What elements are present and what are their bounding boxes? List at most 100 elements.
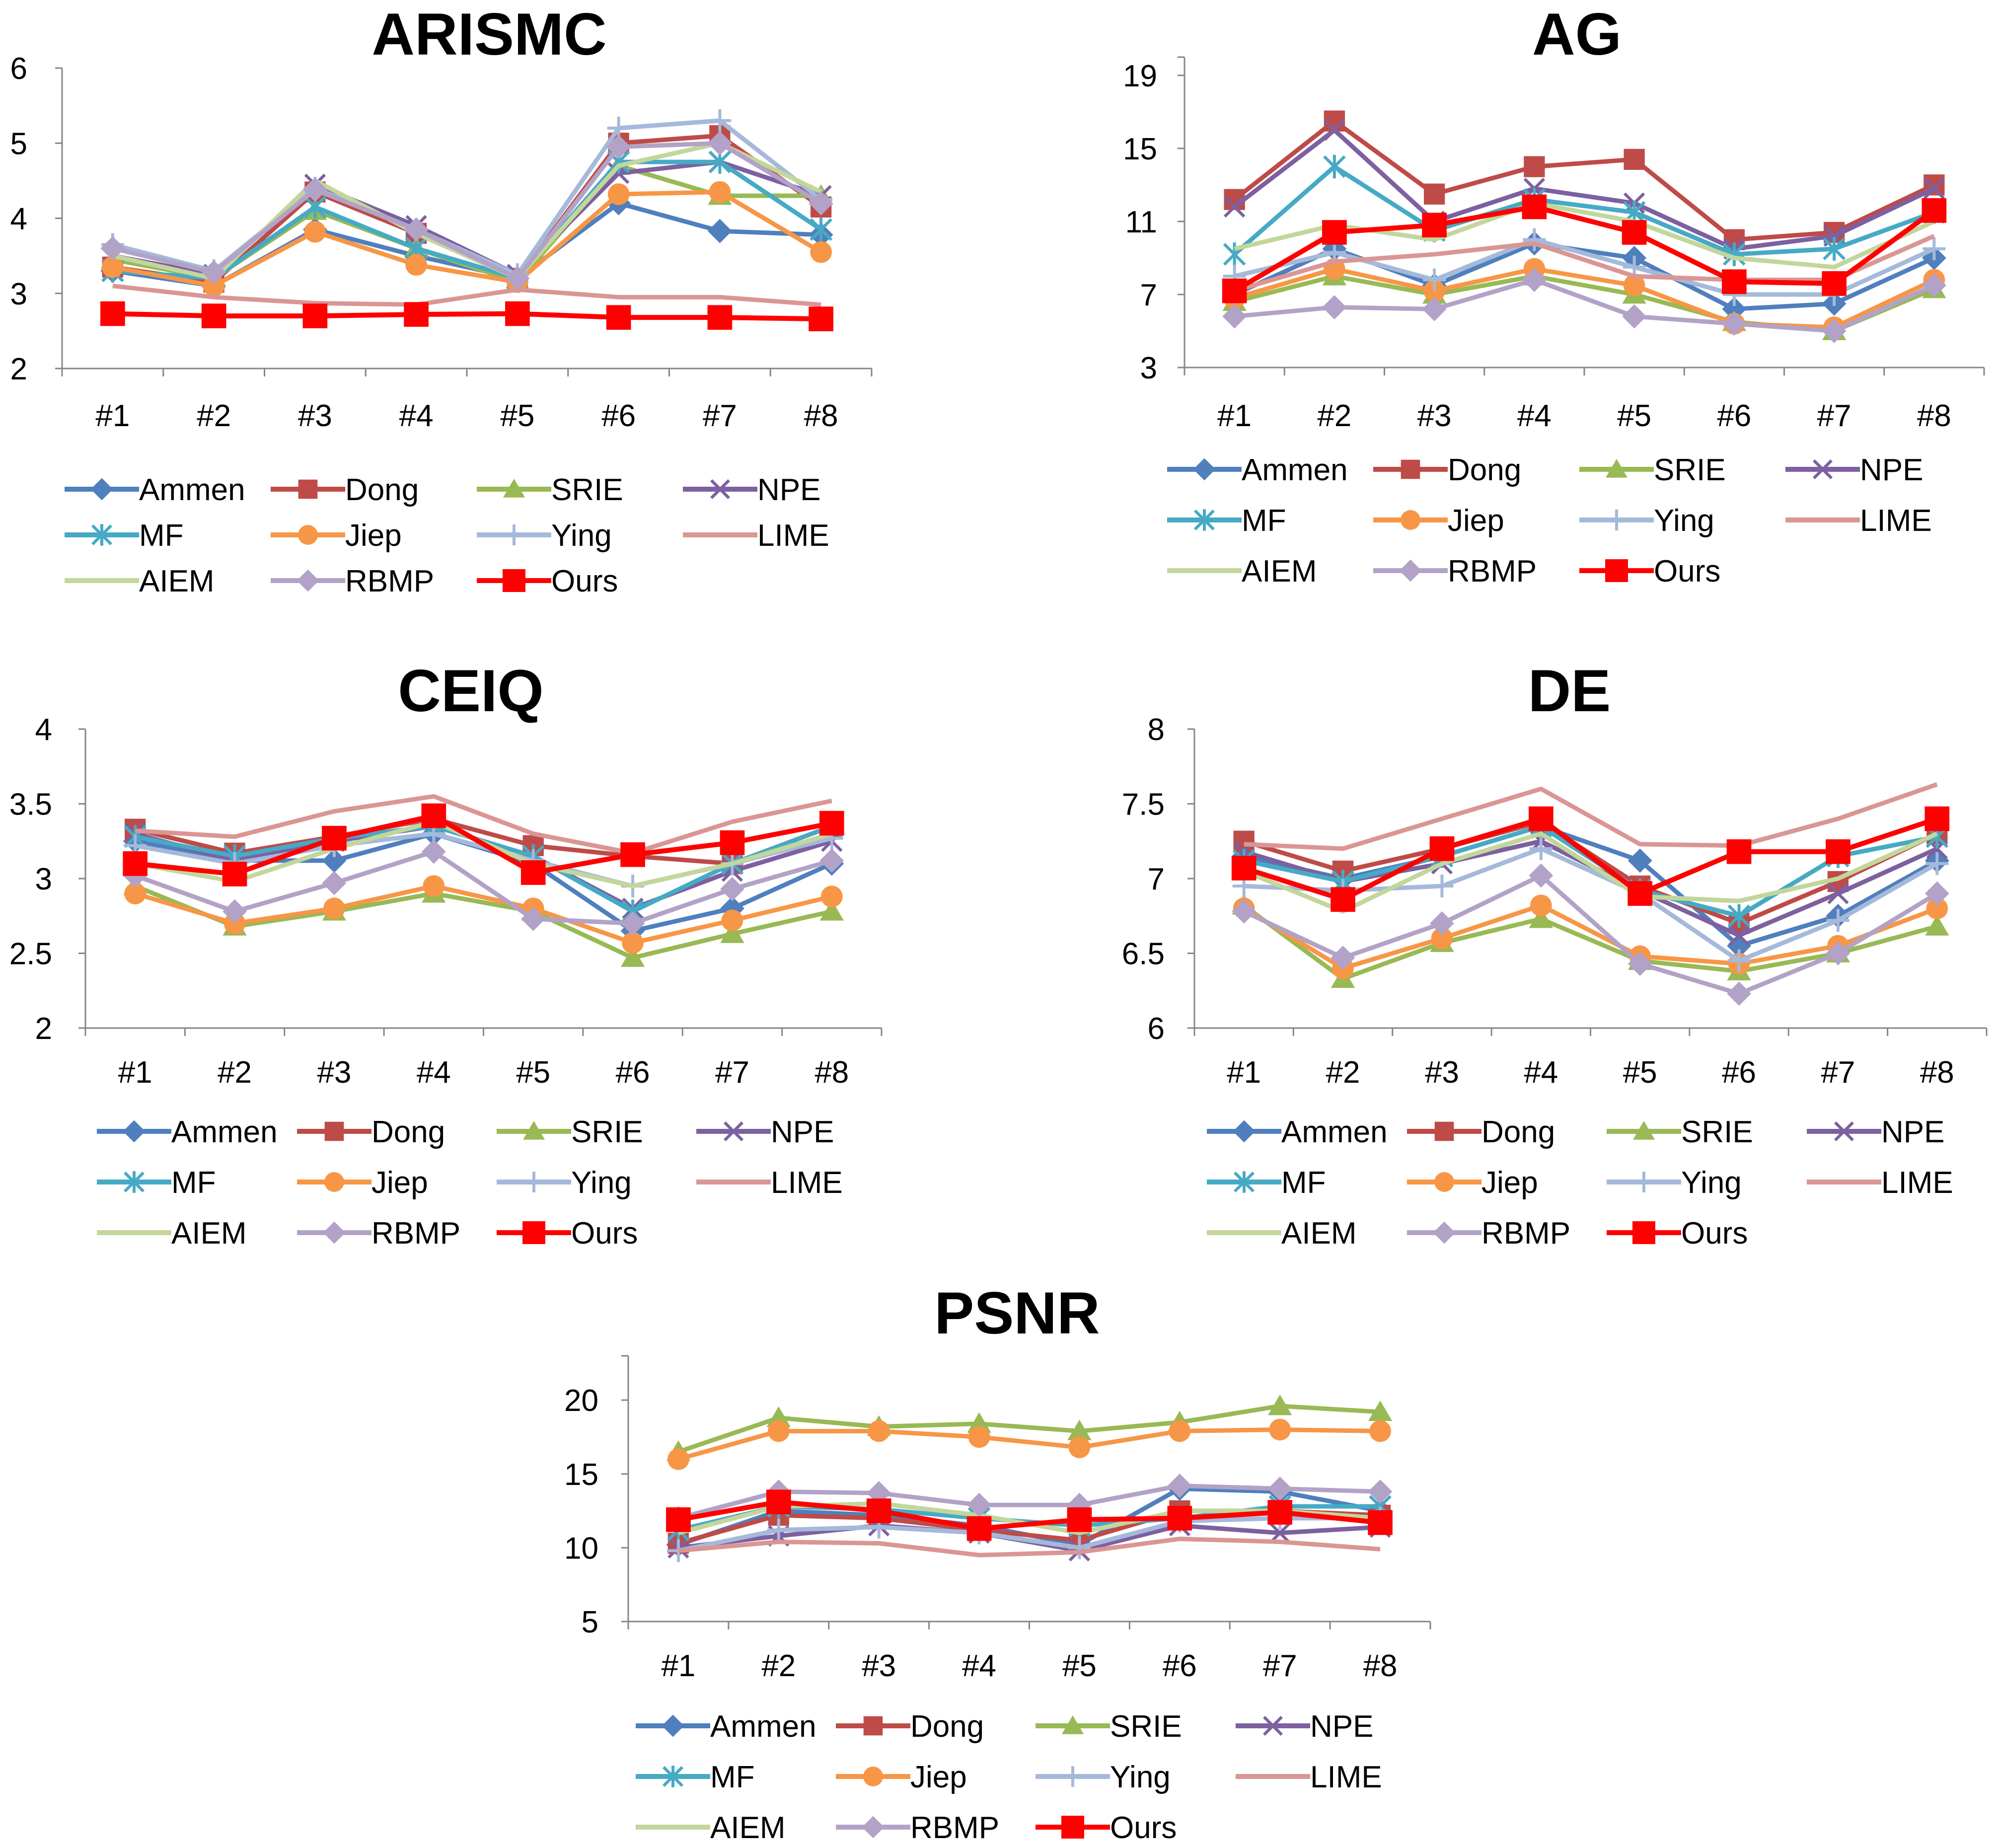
y-tick-label: 11 [1125, 205, 1157, 239]
data-point-rbmp [1322, 295, 1347, 320]
legend-label: Ours [551, 564, 618, 598]
series-line-ours [112, 311, 821, 322]
y-tick-label: 19 [1123, 59, 1157, 93]
series-line-srie [134, 884, 832, 961]
legend-label: Dong [371, 1115, 445, 1149]
data-point-jiep [1530, 894, 1552, 917]
data-point-jiep [1926, 897, 1948, 920]
y-tick-label: 3 [1140, 351, 1157, 385]
legend-marker [91, 524, 113, 546]
data-point-jiep [203, 275, 225, 297]
legend-label: Ours [571, 1216, 638, 1251]
legend-label: NPE [771, 1115, 834, 1149]
legend-marker [324, 1172, 344, 1192]
legend-label: MF [171, 1166, 216, 1200]
x-tick-label: #6 [601, 399, 636, 433]
legend-item-rbmp: RBMP [1407, 1216, 1570, 1251]
series-line-mf [112, 159, 822, 281]
data-point-ying [1068, 1536, 1091, 1559]
data-point-jiep [1431, 927, 1453, 950]
data-point-ours [1429, 836, 1455, 861]
legend-item-ammen: Ammen [636, 1709, 816, 1744]
data-point-jiep [304, 221, 326, 243]
data-point-rbmp [1922, 273, 1946, 297]
y-tick-label: 4 [35, 713, 52, 747]
legend: Ammen Dong SRIE NPE MF Jiep Ying LIME AIEM RBMP Ou… [65, 473, 829, 598]
data-point-rbmp [1622, 304, 1647, 329]
series-dong [1224, 110, 1945, 250]
legend-item-lime: LIME [1236, 1760, 1382, 1794]
series-line-rbmp [1243, 873, 1938, 996]
data-point-mf [1727, 904, 1751, 928]
data-point-rbmp [1167, 1474, 1192, 1498]
data-point-ours [1067, 1507, 1092, 1532]
x-tick-label: #5 [1062, 1649, 1097, 1683]
legend-label: MF [710, 1760, 755, 1794]
data-point-jiep [423, 875, 445, 897]
legend-marker [1061, 1715, 1084, 1734]
y-tick-label: 5 [582, 1605, 598, 1639]
legend-label: SRIE [1654, 453, 1726, 487]
legend-label: SRIE [551, 473, 623, 507]
legend-label: MF [1281, 1166, 1326, 1200]
data-point-ying [1925, 852, 1949, 875]
series-rbmp [100, 131, 833, 291]
series-line-jiep [112, 190, 822, 289]
data-point-rbmp [222, 899, 247, 924]
legend-item-ammen: Ammen [97, 1115, 278, 1149]
legend-marker [1193, 509, 1215, 531]
legend-item-jiep: Jiep [836, 1760, 967, 1794]
data-point-ours [100, 301, 125, 326]
y-tick-label: 4 [10, 202, 27, 236]
x-tick-label: #3 [1425, 1055, 1459, 1090]
x-tick-label: #7 [715, 1055, 749, 1090]
series-line-rbmp [134, 849, 833, 926]
x-tick-label: #5 [1617, 399, 1651, 433]
legend-label: Dong [1448, 453, 1521, 487]
data-point-rbmp [1822, 319, 1847, 343]
x-tick-label: #1 [661, 1649, 695, 1683]
x-tick-label: #7 [1821, 1055, 1855, 1090]
legend-label: Jiep [1448, 504, 1504, 538]
legend-item-aiem: AIEM [1167, 554, 1317, 589]
series-line-ours [1233, 204, 1936, 293]
legend-label: AIEM [710, 1811, 786, 1845]
data-point-dong [1233, 830, 1255, 852]
data-point-rbmp [707, 131, 732, 155]
data-point-rbmp [809, 191, 833, 216]
series-line-ying [678, 1516, 1381, 1553]
data-point-ours [201, 303, 226, 328]
x-tick-label: #4 [1524, 1055, 1558, 1090]
legend-marker [1062, 1766, 1083, 1787]
data-point-rbmp [505, 266, 530, 291]
data-point-ours [1726, 839, 1752, 864]
series-lime [112, 284, 821, 307]
data-point-srie [1529, 907, 1553, 928]
legend-label: SRIE [1110, 1709, 1182, 1744]
legend-item-npe: NPE [1785, 453, 1923, 487]
data-point-rbmp [1627, 952, 1652, 976]
data-point-rbmp [1232, 899, 1257, 924]
legend-marker [1605, 559, 1628, 582]
legend-label: Jiep [371, 1166, 428, 1200]
legend-item-jiep: Jiep [271, 518, 402, 553]
data-point-jiep [622, 932, 644, 954]
legend: Ammen Dong SRIE NPE MF Jiep Ying LIME AIEM RBMP Ou… [636, 1709, 1382, 1845]
legend-label: AIEM [139, 564, 215, 598]
data-point-jiep [405, 254, 427, 276]
legend-marker [1434, 1121, 1454, 1141]
data-point-srie [1368, 1400, 1393, 1421]
x-tick-label: #2 [761, 1649, 796, 1683]
legend-label: Ying [571, 1166, 632, 1200]
legend-label: NPE [757, 473, 820, 507]
legend-label: NPE [1310, 1709, 1373, 1744]
data-point-ours [1267, 1500, 1293, 1525]
legend-marker [90, 478, 113, 501]
data-point-npe [1223, 196, 1246, 218]
data-point-srie [1268, 1395, 1292, 1415]
legend-item-lime: LIME [1807, 1166, 1953, 1200]
legend-marker [298, 479, 318, 499]
chart-title: DE [1528, 658, 1611, 724]
legend-label: Jiep [910, 1760, 967, 1794]
